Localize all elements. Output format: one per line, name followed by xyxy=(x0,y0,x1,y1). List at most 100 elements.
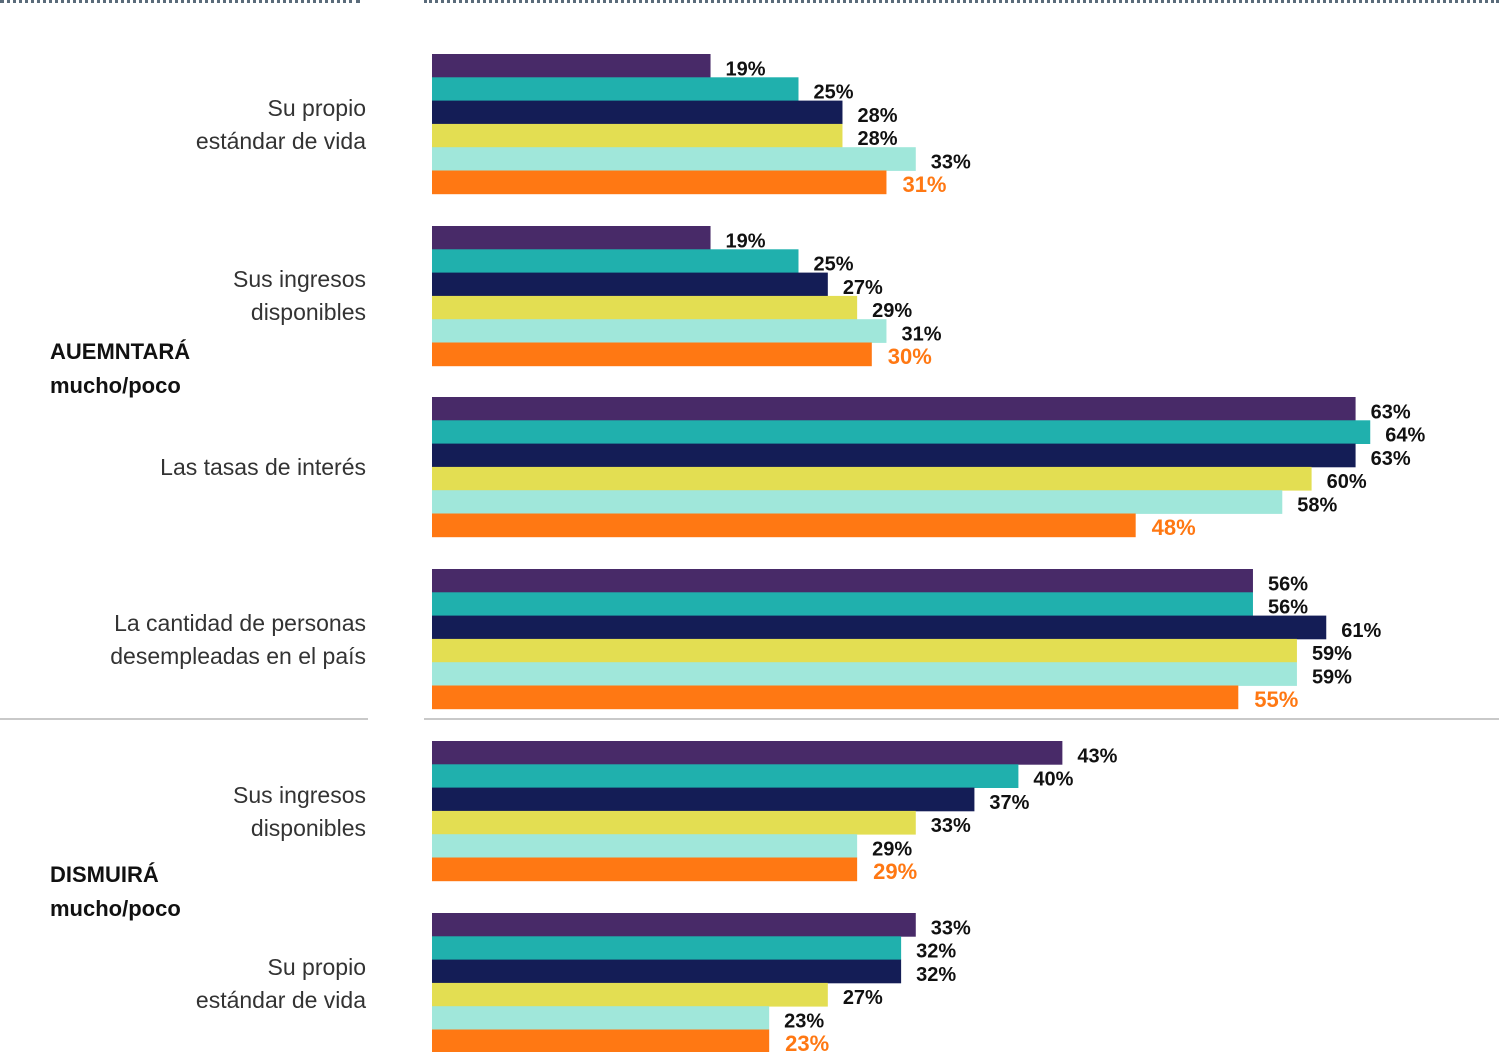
section-label-line: DISMUIRÁ xyxy=(50,862,159,887)
top-dotted-rule-right xyxy=(424,0,1499,3)
bar-s1-g1-4 xyxy=(432,1006,770,1030)
bar-s0-g0-4 xyxy=(432,147,916,171)
data-label-s0-g2-3: 60% xyxy=(1327,471,1367,493)
bar-s0-g3-3 xyxy=(432,638,1297,663)
category-label-line: estándar de vida xyxy=(195,987,366,1013)
category-label: Las tasas de interés xyxy=(26,451,366,484)
data-label-s0-g0-3: 28% xyxy=(857,128,897,150)
data-label-s1-g1-1: 32% xyxy=(916,941,956,963)
section-label-increase: AUEMNTARÁ mucho/poco xyxy=(50,335,190,403)
data-label-s0-g1-4: 31% xyxy=(901,324,941,346)
category-label-line: Su propio xyxy=(267,954,366,980)
data-label-s1-g0-4: 29% xyxy=(872,839,912,861)
category-label-line: disponibles xyxy=(250,299,366,325)
bar-s0-g1-2 xyxy=(432,272,828,297)
bar-s1-g0-2 xyxy=(432,787,975,812)
section-label-line: mucho/poco xyxy=(50,373,181,398)
bar-s1-g0-5 xyxy=(432,857,858,882)
bar-s1-g0-1 xyxy=(432,764,1019,788)
category-label-line: Su propio xyxy=(267,95,366,121)
data-label-s0-g2-2: 63% xyxy=(1371,448,1411,470)
category-label-line: disponibles xyxy=(250,815,366,841)
data-label-s0-g1-1: 25% xyxy=(814,254,854,276)
bar-s0-g2-2 xyxy=(432,443,1356,468)
bar-s0-g2-4 xyxy=(432,490,1283,514)
category-label-line: Sus ingresos xyxy=(233,266,366,292)
data-label-s1-g0-2: 37% xyxy=(989,792,1029,814)
section-label-line: AUEMNTARÁ xyxy=(50,339,191,364)
bar-s1-g0-4 xyxy=(432,834,858,858)
data-label-s1-g0-0: 43% xyxy=(1077,745,1117,767)
bar-s0-g1-1 xyxy=(432,249,799,273)
data-label-s0-g3-0: 56% xyxy=(1268,573,1308,595)
data-label-s1-g1-4: 23% xyxy=(784,1011,824,1033)
category-label-line: La cantidad de personas xyxy=(114,610,366,636)
bar-s1-g0-3 xyxy=(432,810,916,835)
section-label-line: mucho/poco xyxy=(50,896,181,921)
data-label-s1-g0-3: 33% xyxy=(931,815,971,837)
category-label-line: desempleadas en el país xyxy=(110,643,366,669)
bar-s1-g1-0 xyxy=(432,913,916,937)
bar-s0-g0-3 xyxy=(432,123,843,148)
data-label-s0-g2-4: 58% xyxy=(1297,495,1337,517)
bar-s0-g3-1 xyxy=(432,592,1253,616)
bar-s0-g3-2 xyxy=(432,615,1327,640)
bar-s0-g1-0 xyxy=(432,226,711,250)
data-label-s0-g1-3: 29% xyxy=(872,300,912,322)
bar-s0-g2-0 xyxy=(432,397,1356,421)
section-divider-left xyxy=(0,718,368,720)
data-label-s0-g1-0: 19% xyxy=(726,230,766,252)
data-label-s0-g3-5: 55% xyxy=(1254,687,1298,712)
category-label: Sus ingresos disponibles xyxy=(26,263,366,329)
category-label-line: estándar de vida xyxy=(195,128,366,154)
category-label: Su propio estándar de vida xyxy=(26,92,366,158)
bar-s0-g1-4 xyxy=(432,319,887,343)
bar-s0-g2-5 xyxy=(432,513,1136,538)
bar-s0-g2-1 xyxy=(432,420,1371,444)
data-label-s0-g2-0: 63% xyxy=(1371,401,1411,423)
category-label: Sus ingresos disponibles xyxy=(26,779,366,845)
category-label: Su propio estándar de vida xyxy=(26,951,366,1017)
bar-s1-g1-2 xyxy=(432,959,902,984)
section-label-decrease: DISMUIRÁ mucho/poco xyxy=(50,858,181,926)
data-label-s0-g0-0: 19% xyxy=(726,58,766,80)
data-label-s0-g3-4: 59% xyxy=(1312,667,1352,689)
data-label-s0-g1-2: 27% xyxy=(843,277,883,299)
data-label-s0-g2-5: 48% xyxy=(1152,515,1196,540)
data-label-s1-g1-2: 32% xyxy=(916,964,956,986)
bar-s0-g3-4 xyxy=(432,662,1297,686)
category-label-line: Las tasas de interés xyxy=(160,454,366,480)
data-label-s0-g0-2: 28% xyxy=(857,105,897,127)
bar-s0-g1-3 xyxy=(432,295,858,320)
section-divider-right xyxy=(424,718,1499,720)
data-label-s1-g0-1: 40% xyxy=(1033,769,1073,791)
bar-s0-g3-0 xyxy=(432,569,1253,593)
data-label-s1-g1-0: 33% xyxy=(931,917,971,939)
data-label-s1-g1-5: 23% xyxy=(785,1031,829,1052)
data-label-s0-g0-5: 31% xyxy=(902,172,946,197)
data-label-s0-g3-1: 56% xyxy=(1268,597,1308,619)
data-label-s1-g1-3: 27% xyxy=(843,987,883,1009)
data-label-s1-g0-5: 29% xyxy=(873,859,917,884)
data-label-s0-g0-1: 25% xyxy=(814,82,854,104)
data-label-s0-g3-2: 61% xyxy=(1341,620,1381,642)
bar-s0-g0-1 xyxy=(432,77,799,101)
bar-s1-g1-1 xyxy=(432,936,902,960)
category-label: La cantidad de personas desempleadas en … xyxy=(26,607,366,673)
bar-s1-g1-5 xyxy=(432,1029,770,1052)
data-label-s0-g2-1: 64% xyxy=(1385,425,1425,447)
bar-s0-g0-0 xyxy=(432,54,711,78)
bar-s1-g1-3 xyxy=(432,982,828,1007)
bar-s0-g1-5 xyxy=(432,342,872,367)
data-label-s0-g0-4: 33% xyxy=(931,152,971,174)
data-label-s0-g3-3: 59% xyxy=(1312,643,1352,665)
bar-s0-g2-3 xyxy=(432,466,1312,491)
data-label-s0-g1-5: 30% xyxy=(888,344,932,369)
category-label-line: Sus ingresos xyxy=(233,782,366,808)
bar-s0-g0-2 xyxy=(432,100,843,125)
top-dotted-rule-left xyxy=(0,0,360,3)
bar-s1-g0-0 xyxy=(432,741,1063,765)
bar-s0-g3-5 xyxy=(432,685,1239,710)
